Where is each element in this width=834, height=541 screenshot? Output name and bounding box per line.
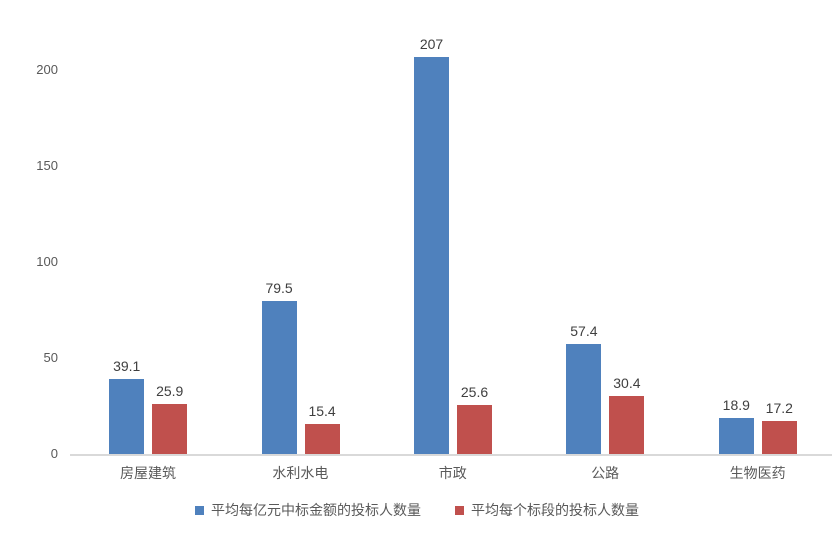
legend-swatch-red [455,505,464,515]
y-axis-tick-0: 0 [50,446,58,461]
data-label-series1-水利水电: 79.5 [265,280,293,296]
category-label-房屋建筑: 房屋建筑 [120,465,176,481]
legend-item-series2: 平均每个标段的投标人数量 [455,501,639,519]
category-label-水利水电: 水利水电 [272,465,329,481]
bar-series2-市政 [457,405,492,454]
data-label-series2-房屋建筑: 25.9 [156,383,184,399]
bar-series1-市政 [414,57,449,454]
bar-series1-房屋建筑 [109,379,145,454]
y-axis-tick-200: 200 [36,62,58,77]
data-label-series1-市政: 207 [419,36,444,52]
bar-series1-水利水电 [261,301,297,454]
data-label-series2-水利水电: 15.4 [308,403,336,419]
data-label-series1-公路: 57.4 [570,323,598,339]
y-axis-tick-150: 150 [36,158,58,173]
x-axis-line [70,454,832,456]
bar-series1-公路 [566,344,602,454]
y-axis-tick-50: 50 [43,350,58,365]
legend-label-series2: 平均每个标段的投标人数量 [471,502,639,518]
legend: 平均每亿元中标金额的投标人数量 平均每个标段的投标人数量 [0,501,834,519]
bar-series1-生物医药 [718,418,754,454]
data-label-series1-生物医药: 18.9 [722,397,750,413]
category-label-市政: 市政 [438,465,467,481]
legend-item-series1: 平均每亿元中标金额的投标人数量 [195,501,421,519]
data-label-series1-房屋建筑: 39.1 [113,358,141,374]
data-label-series2-生物医药: 17.2 [765,400,793,416]
data-label-series2-公路: 30.4 [613,375,641,391]
bar-series2-房屋建筑 [152,404,188,454]
bar-series2-生物医药 [761,421,797,454]
category-label-生物医药: 生物医药 [729,465,786,481]
bar-series2-水利水电 [304,424,340,454]
category-label-公路: 公路 [591,465,620,481]
data-label-series2-市政: 25.6 [460,384,489,400]
y-axis-tick-100: 100 [36,254,58,269]
bar-series2-公路 [609,396,645,454]
legend-swatch-blue [195,505,204,515]
legend-label-series1: 平均每亿元中标金额的投标人数量 [211,502,421,518]
